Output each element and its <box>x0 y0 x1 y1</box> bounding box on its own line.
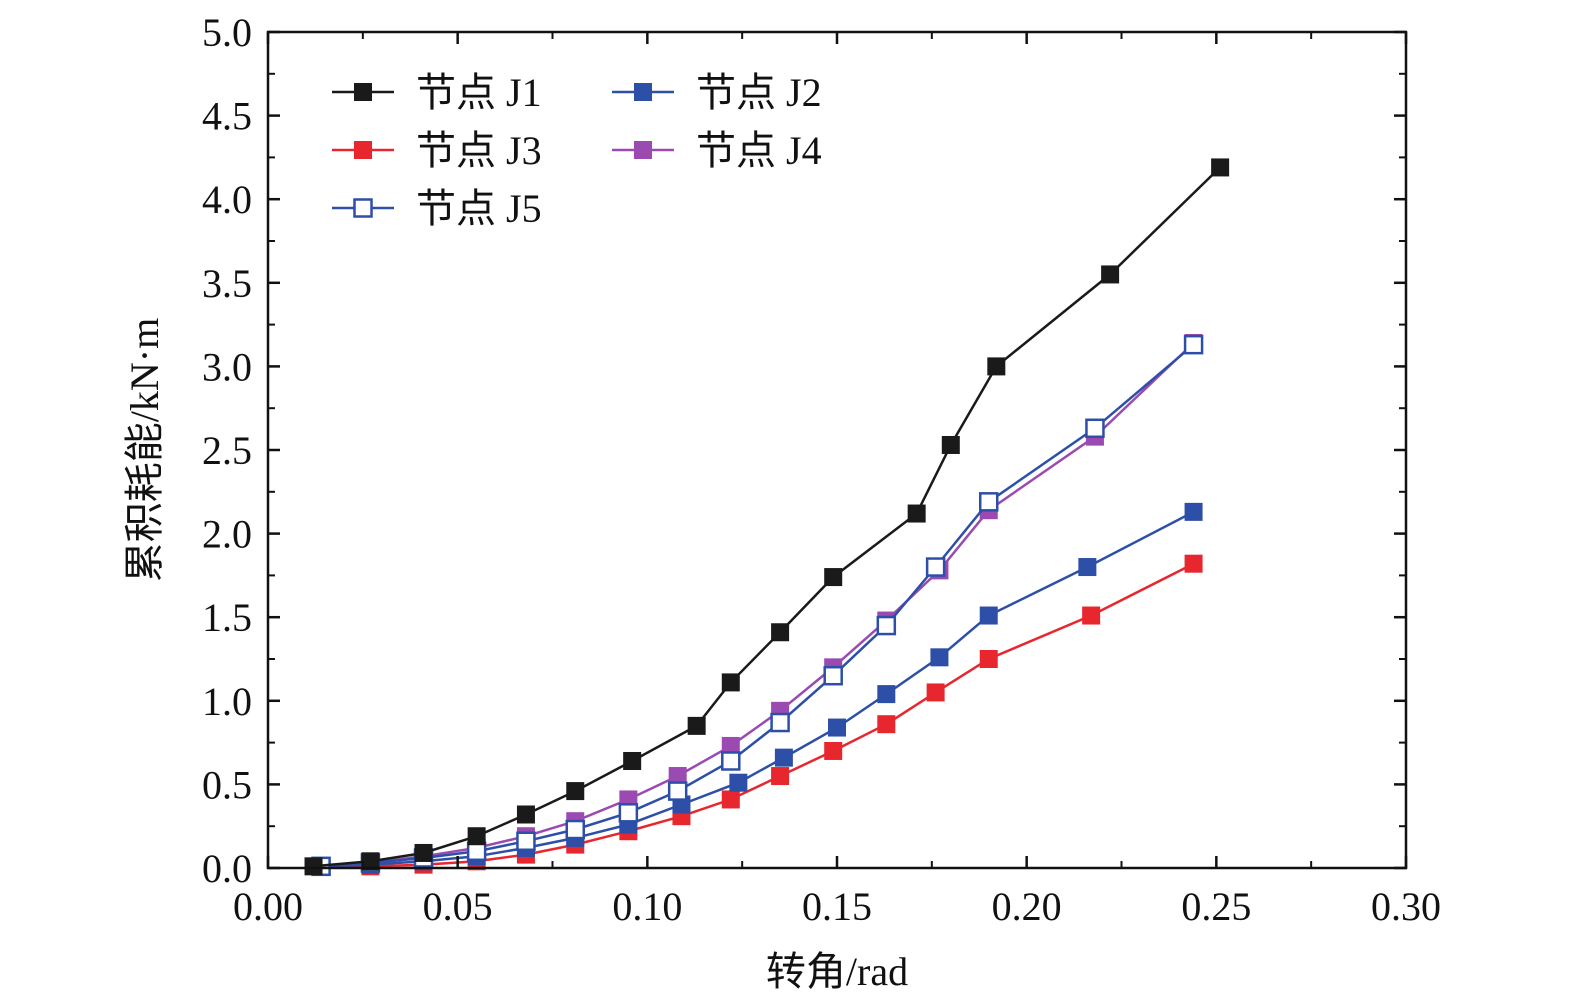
data-point <box>978 492 999 512</box>
data-point <box>1183 334 1204 355</box>
series-line <box>321 342 1195 868</box>
data-point <box>618 803 639 823</box>
legend-marker <box>354 141 372 159</box>
legend-marker <box>634 83 652 101</box>
data-point <box>771 767 790 786</box>
data-point <box>729 773 748 792</box>
x-tick-label: 0.30 <box>1371 884 1441 929</box>
data-point <box>877 685 896 704</box>
data-point <box>824 568 843 587</box>
data-point <box>771 623 790 642</box>
data-point <box>721 673 740 692</box>
x-tick-label: 0.15 <box>802 884 872 929</box>
data-point <box>304 857 323 876</box>
data-point <box>667 781 688 801</box>
x-tick-label: 0.25 <box>1181 884 1251 929</box>
data-point <box>828 718 846 737</box>
legend-label: 节点 J3 <box>416 128 542 173</box>
legend-marker <box>634 141 652 159</box>
x-tick-label: 0.00 <box>233 884 303 929</box>
series-1 <box>304 158 1230 876</box>
y-tick-label: 5.0 <box>202 10 252 55</box>
series-3 <box>312 554 1203 876</box>
data-point <box>823 665 843 686</box>
legend-item: 节点 J1 <box>332 70 542 115</box>
data-point <box>770 712 790 733</box>
legend-item: 节点 J2 <box>612 70 822 115</box>
y-axis-title: 累积耗能/kN·m <box>122 318 167 582</box>
series-line <box>321 343 1195 868</box>
x-tick-label: 0.20 <box>992 884 1062 929</box>
data-point <box>925 557 946 577</box>
data-point <box>1082 606 1101 625</box>
data-point <box>876 615 897 636</box>
data-point <box>926 683 945 702</box>
data-point <box>467 827 486 846</box>
y-tick-label: 0.0 <box>202 846 252 891</box>
data-point <box>941 435 960 454</box>
y-tick-label: 0.5 <box>202 762 252 807</box>
legend-item: 节点 J4 <box>612 128 822 173</box>
y-tick-label: 4.5 <box>202 94 252 139</box>
data-point <box>979 606 998 625</box>
data-point <box>824 741 843 760</box>
data-point <box>1184 502 1203 521</box>
data-point <box>1211 158 1230 177</box>
legend-item: 节点 J5 <box>332 186 542 231</box>
data-point <box>516 831 536 851</box>
legend: 节点 J1 节点 J2 节点 J3 节点 J4 节点 J5 <box>332 70 822 231</box>
data-point <box>516 805 535 824</box>
data-point <box>907 504 926 523</box>
y-tick-label: 1.5 <box>202 595 252 640</box>
data-point <box>466 841 487 862</box>
x-axis-title: 转角/rad <box>766 949 908 994</box>
data-point <box>414 843 433 862</box>
data-point <box>774 748 793 767</box>
series-line <box>321 510 1195 868</box>
data-point <box>930 648 949 667</box>
data-point <box>565 819 586 840</box>
legend-marker <box>354 83 372 101</box>
data-point <box>1078 558 1097 577</box>
x-tick-label: 0.05 <box>423 884 493 929</box>
legend-label: 节点 J2 <box>696 70 822 115</box>
y-tick-label: 1.0 <box>202 679 252 724</box>
plot-area <box>304 158 1230 877</box>
data-point <box>721 751 741 771</box>
legend-label: 节点 J5 <box>416 186 542 231</box>
axes: 0.00 0.05 0.10 0.15 0.20 0.25 0.30 0.0 0.5 1.0 1.5… <box>202 10 1441 929</box>
x-tick-label: 0.10 <box>612 884 682 929</box>
data-point <box>687 716 706 735</box>
series-2 <box>312 502 1203 876</box>
series-line <box>321 562 1195 868</box>
data-point <box>979 650 998 668</box>
y-tick-label: 2.5 <box>202 428 252 473</box>
y-tick-label: 2.0 <box>202 512 252 557</box>
series-line <box>313 166 1221 868</box>
series-5 <box>311 334 1204 877</box>
data-point <box>566 782 585 801</box>
data-point <box>1184 554 1203 573</box>
legend-label: 节点 J1 <box>416 70 542 115</box>
data-point <box>1085 418 1105 439</box>
legend-label: 节点 J4 <box>696 128 822 173</box>
legend-item: 节点 J3 <box>332 128 542 173</box>
data-point <box>721 790 740 809</box>
data-point <box>1101 265 1120 284</box>
data-point <box>987 357 1006 376</box>
data-point <box>623 751 642 770</box>
y-tick-label: 4.0 <box>202 177 252 222</box>
y-tick-label: 3.5 <box>202 261 252 306</box>
y-tick-label: 3.0 <box>202 344 252 389</box>
series-4 <box>312 333 1203 876</box>
data-point <box>877 715 896 734</box>
legend-marker <box>353 198 373 218</box>
